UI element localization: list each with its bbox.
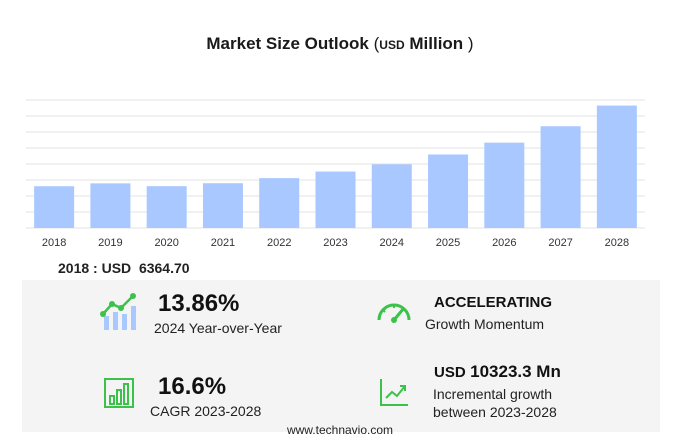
title-unit-word: Million [409, 34, 464, 53]
yoy-value: 13.86% [158, 290, 240, 317]
speedometer-icon [377, 303, 411, 323]
bar-2024 [371, 164, 412, 228]
bar-2022 [259, 178, 300, 228]
bar-chart: 2018 2019 2020 2021 2022 2023 2024 2025 2026 2027… [26, 99, 645, 249]
baseline-label: 2018 : USD [58, 260, 132, 276]
momentum-title: ACCELERATING [434, 294, 553, 311]
line-growth-icon [380, 379, 408, 406]
bar-2026 [484, 142, 525, 228]
incremental-amount: USD 10323.3 Mn [434, 362, 561, 382]
cagr-value: 16.6% [158, 373, 227, 400]
chart-title: Market Size Outlook (USD Million ) [0, 34, 680, 54]
bar-2025 [428, 154, 469, 228]
x-tick-label-2019: 2019 [98, 237, 122, 249]
bar-2018 [34, 186, 75, 228]
momentum-label: Growth Momentum [425, 316, 545, 332]
x-tick-label-2022: 2022 [267, 237, 291, 249]
title-paren-close: ) [467, 34, 474, 53]
incremental-value: 10323.3 Mn [470, 362, 561, 381]
incremental-prefix: USD [434, 364, 466, 381]
bar-growth-icon [104, 378, 134, 408]
x-tick-label-2018: 2018 [42, 237, 66, 249]
growth-chart-icon [100, 293, 136, 330]
x-tick-label-2028: 2028 [605, 237, 629, 249]
x-tick-label-2023: 2023 [323, 237, 347, 249]
x-tick-label-2021: 2021 [211, 237, 235, 249]
bar-2027 [540, 126, 581, 228]
title-unit: USD [379, 38, 405, 52]
bar-2023 [315, 171, 356, 228]
x-tick-label-2026: 2026 [492, 237, 516, 249]
baseline-value: 6364.70 [138, 260, 190, 276]
cagr-label: CAGR 2023-2028 [150, 403, 262, 419]
bar-2020 [146, 186, 187, 228]
yoy-label: 2024 Year-over-Year [154, 320, 282, 336]
x-tick-label-2025: 2025 [436, 237, 460, 249]
x-tick-label-2020: 2020 [154, 237, 178, 249]
incremental-line2: between 2023-2028 [433, 404, 557, 420]
baseline-readout: 2018 : USD 6364.70 [58, 260, 190, 276]
x-tick-label-2027: 2027 [548, 237, 572, 249]
title-paren-open: ( [373, 34, 380, 53]
title-main: Market Size Outlook [206, 34, 369, 53]
incremental-line1: Incremental growth [433, 386, 553, 402]
bar-2028 [596, 105, 637, 228]
footer-source: www.technavio.com [286, 423, 394, 437]
x-tick-label-2024: 2024 [380, 237, 404, 249]
bar-2021 [202, 183, 243, 228]
bar-2019 [90, 183, 131, 228]
